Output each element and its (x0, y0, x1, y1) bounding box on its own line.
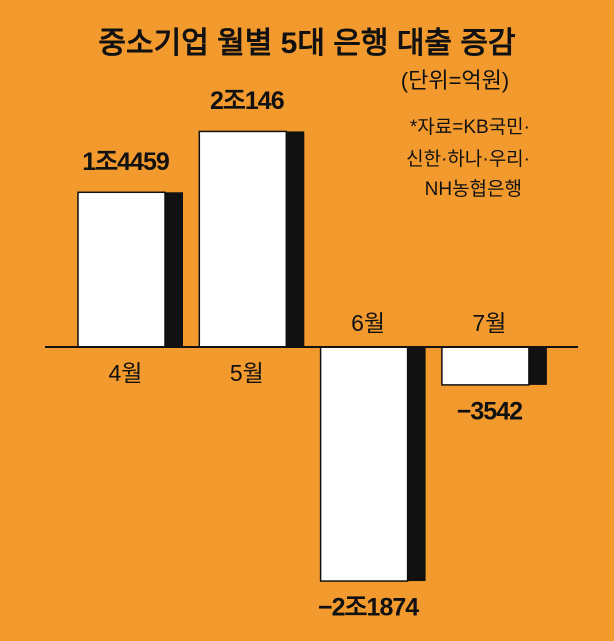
unit-note: (단위=억원) (401, 68, 509, 93)
bar (319, 346, 409, 582)
source-note: 신한·하나·우리· (406, 148, 530, 170)
bar-shadow (528, 347, 547, 385)
x-tick-label: 6월 (351, 310, 385, 336)
x-tick-label: 7월 (472, 310, 506, 336)
value-label: 1조4459 (82, 148, 169, 176)
value-label: −2조1874 (318, 594, 419, 622)
value-label: 2조146 (210, 87, 284, 115)
bar-shadow (407, 347, 426, 582)
bar-shadow (286, 131, 305, 347)
x-tick-label: 5월 (230, 360, 264, 386)
source-note: *자료=KB국민· (410, 116, 530, 138)
bar (198, 130, 288, 348)
bar (441, 346, 530, 386)
bar-shadow (165, 192, 183, 347)
value-label: −3542 (457, 398, 522, 426)
x-tick-label: 4월 (109, 360, 143, 386)
bar (77, 191, 166, 348)
chart-title: 중소기업 월별 5대 은행 대출 증감 (98, 27, 516, 60)
source-note: NH농협은행 (425, 178, 522, 200)
